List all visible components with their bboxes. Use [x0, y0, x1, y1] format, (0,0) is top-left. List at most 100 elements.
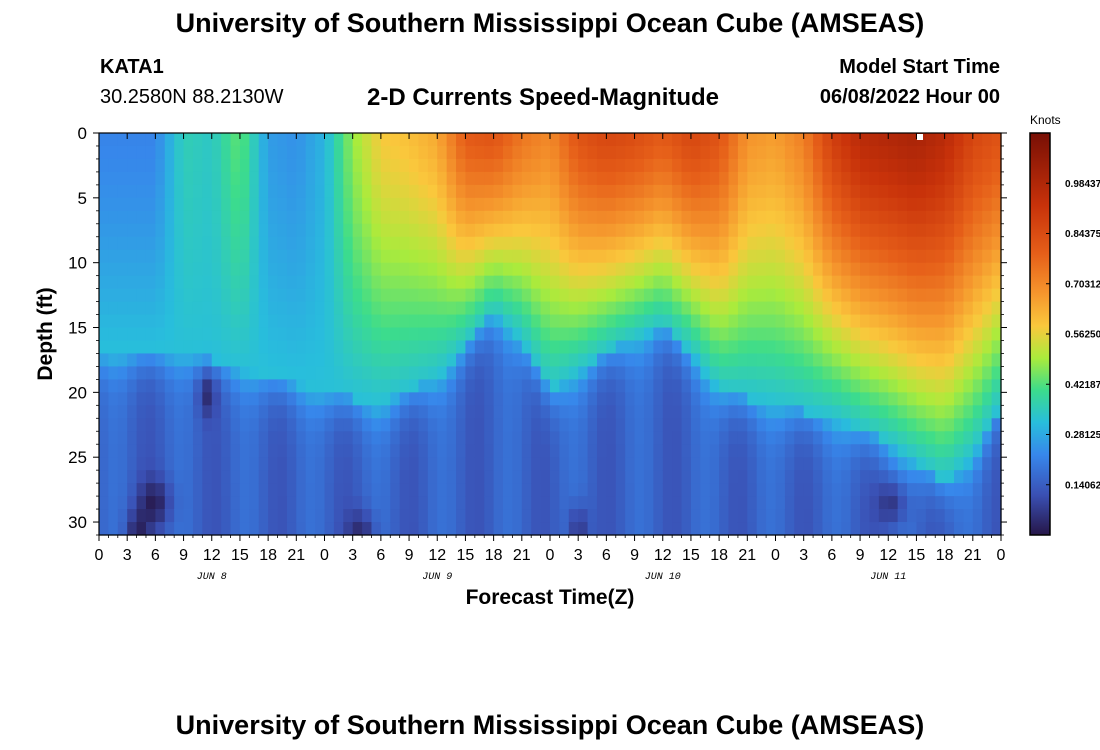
heatmap-cell — [268, 223, 279, 238]
heatmap-cell — [831, 288, 842, 303]
heatmap-cell — [521, 405, 532, 419]
heatmap-cell — [371, 509, 382, 523]
heatmap-cell — [606, 366, 617, 380]
heatmap-cell — [211, 379, 222, 393]
heatmap-cell — [427, 262, 438, 277]
x-tick-label: 21 — [964, 547, 982, 564]
heatmap-cell — [465, 444, 476, 458]
heatmap-cell — [578, 509, 589, 523]
heatmap-cell — [305, 431, 316, 445]
heatmap-cell — [343, 223, 354, 238]
heatmap-cell — [315, 249, 326, 264]
heatmap-cell — [831, 418, 842, 432]
heatmap-cell — [437, 184, 448, 199]
heatmap-cell — [484, 314, 495, 329]
heatmap-cell — [183, 236, 194, 251]
heatmap-cell — [813, 288, 824, 303]
heatmap-cell — [935, 275, 946, 290]
heatmap-cell — [766, 379, 777, 393]
heatmap-cell — [418, 379, 429, 393]
heatmap-cell — [578, 210, 589, 225]
heatmap-cell — [662, 210, 673, 225]
heatmap-cell — [944, 483, 955, 497]
heatmap-cell — [719, 340, 730, 355]
heatmap-cell — [681, 392, 692, 406]
heatmap-cell — [446, 444, 457, 458]
heatmap-cell — [681, 457, 692, 471]
heatmap-cell — [643, 340, 654, 355]
heatmap-cell — [766, 392, 777, 406]
heatmap-cell — [869, 301, 880, 316]
heatmap-cell — [324, 223, 335, 238]
heatmap-cell — [578, 249, 589, 264]
heatmap-cell — [155, 418, 166, 432]
heatmap-cell — [897, 210, 908, 225]
heatmap-cell — [672, 223, 683, 238]
heatmap-cell — [221, 314, 232, 329]
heatmap-cell — [850, 470, 861, 484]
heatmap-cell — [728, 457, 739, 471]
heatmap-cell — [221, 288, 232, 303]
heatmap-cell — [991, 158, 1002, 173]
heatmap-cell — [578, 392, 589, 406]
heatmap-cell — [662, 483, 673, 497]
heatmap-cell — [446, 509, 457, 523]
heatmap-cell — [916, 288, 927, 303]
heatmap-cell — [878, 366, 889, 380]
heatmap-cell — [239, 392, 250, 406]
heatmap-cell — [813, 262, 824, 277]
heatmap-cell — [343, 158, 354, 173]
heatmap-cell — [925, 457, 936, 471]
heatmap-cell — [568, 327, 579, 342]
heatmap-cell — [784, 353, 795, 368]
heatmap-cell — [540, 197, 551, 212]
heatmap-cell — [371, 327, 382, 342]
heatmap-cell — [615, 210, 626, 225]
heatmap-cell — [127, 405, 138, 419]
heatmap-cell — [963, 366, 974, 380]
heatmap-cell — [907, 288, 918, 303]
heatmap-cell — [145, 405, 156, 419]
heatmap-cell — [117, 210, 128, 225]
heatmap-cell — [268, 509, 279, 523]
heatmap-cell — [578, 301, 589, 316]
heatmap-cell — [437, 353, 448, 368]
heatmap-cell — [540, 158, 551, 173]
heatmap-cell — [653, 210, 664, 225]
heatmap-cell — [474, 223, 485, 238]
heatmap-cell — [963, 275, 974, 290]
heatmap-cell — [831, 379, 842, 393]
heatmap-cell — [775, 133, 786, 147]
heatmap-cell — [709, 353, 720, 368]
heatmap-cell — [869, 470, 880, 484]
heatmap-cell — [258, 184, 269, 199]
heatmap-cell — [352, 158, 363, 173]
heatmap-cell — [963, 418, 974, 432]
heatmap-cell — [615, 158, 626, 173]
heatmap-cell — [831, 509, 842, 523]
x-tick-label: 15 — [682, 547, 700, 564]
heatmap-cell — [587, 314, 598, 329]
heatmap-cell — [897, 275, 908, 290]
heatmap-cell — [775, 444, 786, 458]
heatmap-cell — [277, 366, 288, 380]
heatmap-cell — [963, 392, 974, 406]
heatmap-cell — [211, 496, 222, 510]
heatmap-cell — [409, 483, 420, 497]
heatmap-cell — [578, 353, 589, 368]
heatmap-cell — [681, 288, 692, 303]
heatmap-cell — [512, 184, 523, 199]
heatmap-cell — [540, 275, 551, 290]
heatmap-cell — [568, 314, 579, 329]
heatmap-cell — [324, 340, 335, 355]
heatmap-cell — [869, 327, 880, 342]
heatmap-cell — [944, 314, 955, 329]
heatmap-cell — [521, 379, 532, 393]
heatmap-cell — [907, 522, 918, 536]
heatmap-cell — [362, 275, 373, 290]
heatmap-cell — [568, 145, 579, 160]
heatmap-cell — [437, 223, 448, 238]
heatmap-cell — [869, 158, 880, 173]
heatmap-cell — [662, 288, 673, 303]
heatmap-cell — [305, 262, 316, 277]
